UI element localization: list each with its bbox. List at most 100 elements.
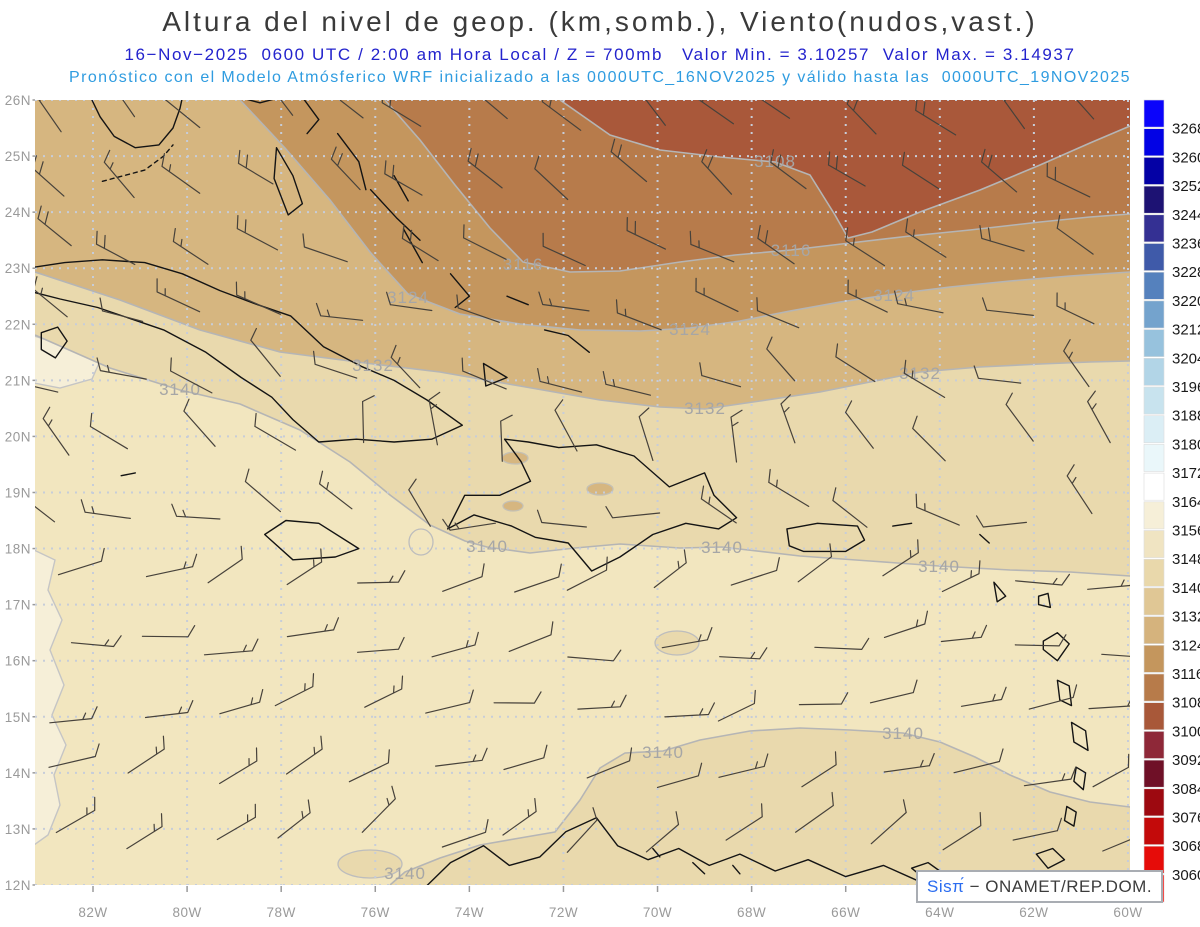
wind-barb <box>161 153 201 194</box>
wind-barb <box>216 803 256 841</box>
lat-label: 22N <box>5 317 31 332</box>
wind-barb <box>756 297 800 329</box>
coastline-curacao <box>692 861 706 875</box>
wind-barb <box>250 327 281 377</box>
wind-barb <box>1102 839 1130 852</box>
wind-barb <box>390 344 421 389</box>
wind-barb <box>35 276 68 318</box>
wind-barb <box>338 100 364 119</box>
colorbar-cell <box>1143 444 1165 472</box>
wind-barb <box>695 277 739 312</box>
wind-barb <box>99 297 144 322</box>
coastline-isla-juventud <box>40 326 68 359</box>
coastline-los-testigos <box>1035 847 1066 869</box>
wind-barb <box>915 100 957 136</box>
coastline-florida <box>91 100 183 149</box>
band-3100-3108 <box>560 100 1130 238</box>
wind-barb <box>1063 339 1090 388</box>
contour-label: 3140 <box>701 538 743 557</box>
colorbar-cell <box>1143 415 1165 444</box>
coastline-aruba <box>652 847 661 858</box>
colorbar-cell <box>1143 558 1165 587</box>
wind-barb <box>203 638 259 656</box>
wind-barb <box>653 549 687 589</box>
wind-barb <box>846 100 877 135</box>
coastline-cuba <box>35 259 463 443</box>
colorbar-cell <box>1143 702 1165 731</box>
coastline-hispaniola <box>447 438 738 572</box>
wind-barb <box>1076 100 1095 120</box>
coastline-guadeloupe <box>1042 632 1070 662</box>
wind-barb <box>456 294 500 323</box>
coastline-mayaguana <box>506 295 529 306</box>
contour-label: 3132 <box>352 356 394 375</box>
wind-barb <box>502 798 537 836</box>
contour-label: 3140 <box>642 743 684 762</box>
lat-label: 18N <box>5 542 31 557</box>
wind-barb <box>847 279 888 313</box>
lat-label: 14N <box>5 766 31 781</box>
colorbar-label: 3260 <box>1172 149 1200 166</box>
wind-barb <box>141 625 196 638</box>
wind-barb <box>35 155 65 197</box>
wind-barb <box>976 515 1027 528</box>
coastline-florida-keys <box>101 144 174 182</box>
wind-barb <box>730 557 780 586</box>
colorbar-label: 3252 <box>1172 178 1200 195</box>
terrain-blob <box>586 482 614 496</box>
wind-barb <box>870 799 907 845</box>
wind-barb <box>883 753 935 773</box>
contour-label: 3116 <box>771 241 812 260</box>
wind-barb <box>577 694 627 710</box>
wind-barb <box>145 553 198 578</box>
lat-label: 24N <box>5 205 31 220</box>
wind-barb <box>717 689 756 722</box>
wind-barb <box>661 627 713 649</box>
subtitle-datetime: 16−Nov−2025 0600 UTC / 2:00 am Hora Loca… <box>124 45 1076 64</box>
colorbar-cell <box>1143 788 1165 817</box>
coastline-anguilla-group <box>979 533 990 544</box>
watermark-brand: Sisπ́ <box>927 876 965 896</box>
wind-barb <box>1101 653 1130 657</box>
lat-label: 15N <box>5 710 31 725</box>
wind-barb <box>170 357 213 394</box>
coastline-dominica <box>1056 679 1073 707</box>
wind-barb <box>357 570 406 584</box>
wind-barb <box>280 100 294 116</box>
colorbar-label: 3100 <box>1172 723 1200 740</box>
coastline-st-kitts <box>993 581 1007 603</box>
lat-label: 20N <box>5 429 31 444</box>
colorbar-label: 3068 <box>1172 838 1200 855</box>
contour-label: 3140 <box>918 557 960 576</box>
colorbar-cell <box>1143 501 1165 530</box>
colorbar-label: 3180 <box>1172 436 1200 453</box>
wind-barb <box>286 617 339 638</box>
coastline-antigua <box>1037 592 1052 609</box>
lat-label: 12N <box>5 878 31 893</box>
colorbar-cell <box>1143 300 1165 329</box>
wind-barb <box>484 100 508 120</box>
wind-barb <box>171 503 221 520</box>
wind-barb <box>274 673 315 707</box>
wind-barb <box>1012 817 1062 841</box>
wind-barb <box>57 547 105 576</box>
wind-barb <box>302 233 348 263</box>
wind-barb <box>645 811 680 853</box>
wind-barb <box>357 636 405 653</box>
wind-barb <box>364 675 404 708</box>
colorbar-cell <box>1143 128 1165 157</box>
wind-barb <box>827 151 866 187</box>
wind-barb <box>801 751 837 788</box>
wind-barb <box>719 647 768 660</box>
lat-label: 21N <box>5 373 31 388</box>
colorbar-label: 3244 <box>1172 207 1200 224</box>
wind-barb <box>960 686 1007 707</box>
wind-barb <box>1092 753 1130 788</box>
wind-barb <box>164 100 201 129</box>
wind-barb <box>835 343 876 383</box>
wind-barb <box>219 747 258 785</box>
wind-barb <box>757 225 795 265</box>
colorbar-label: 3060 <box>1172 867 1200 884</box>
wind-barb <box>542 232 586 267</box>
